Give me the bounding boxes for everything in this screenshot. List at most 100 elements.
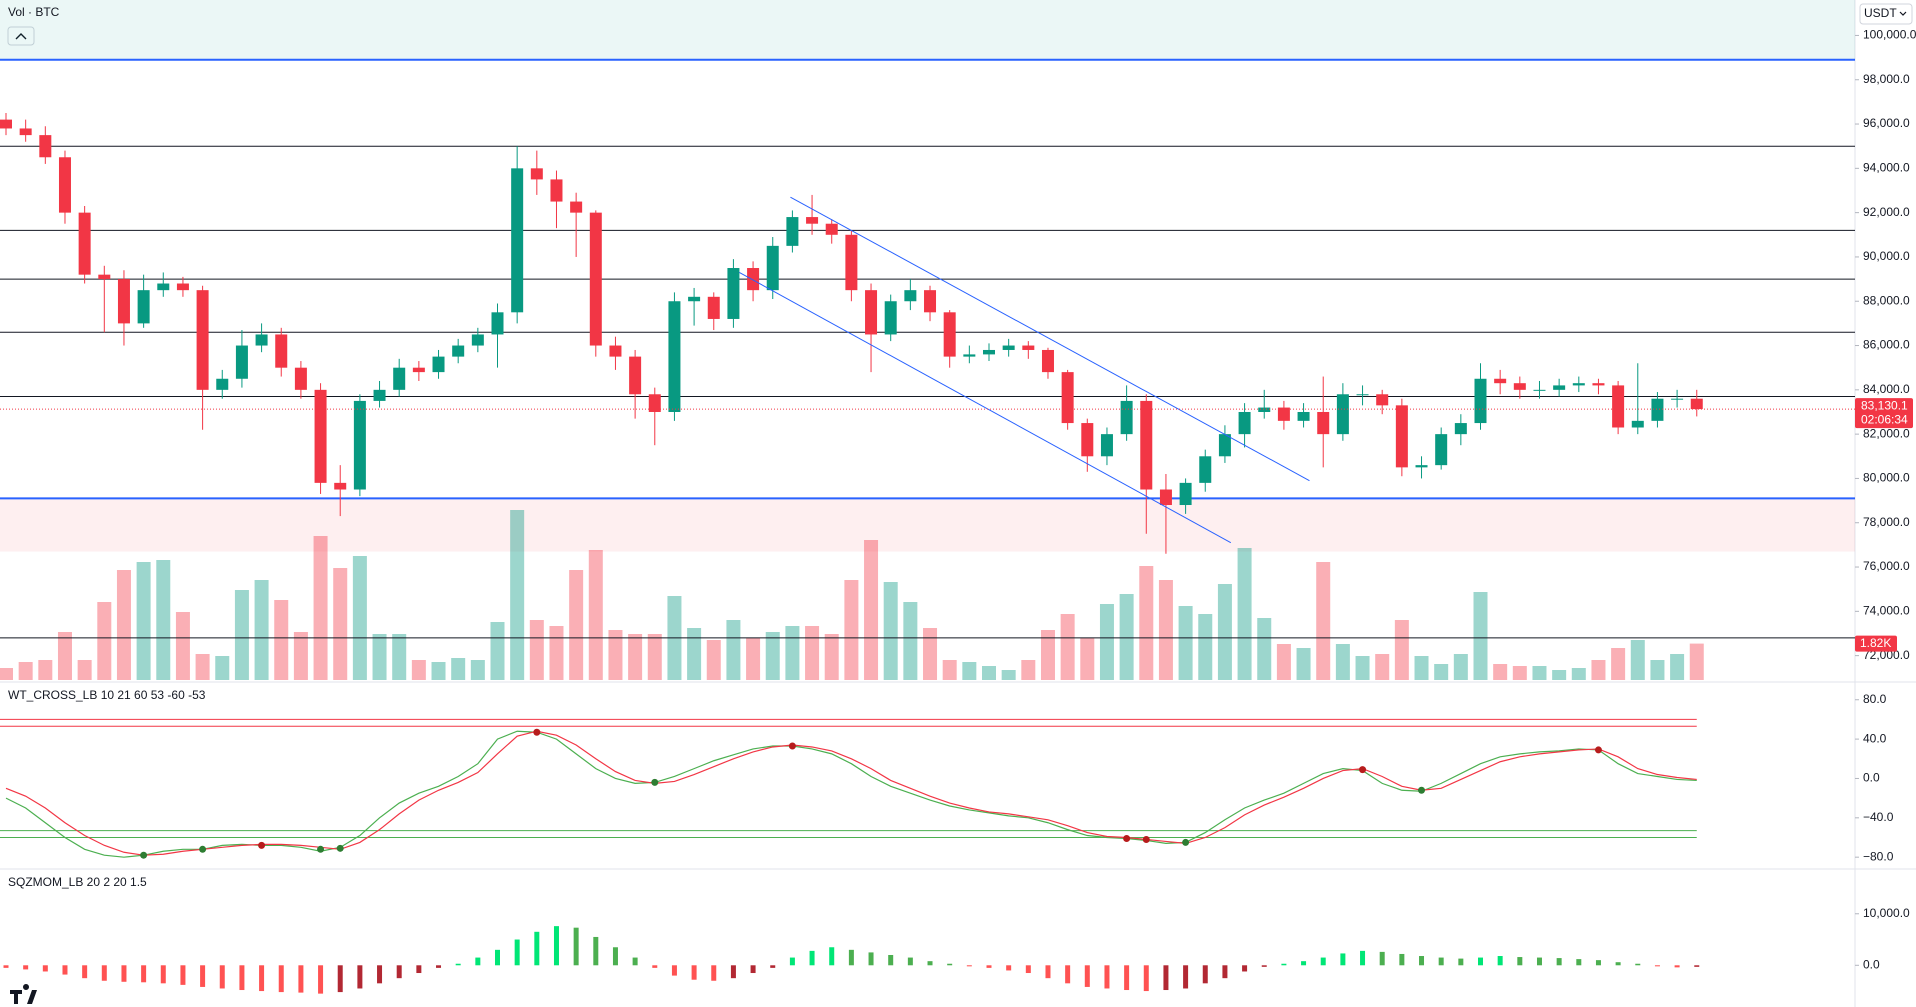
volume-bar bbox=[1650, 660, 1665, 680]
candle-body bbox=[1631, 420, 1644, 428]
momentum-bar bbox=[396, 965, 402, 979]
volume-bar bbox=[962, 662, 977, 680]
momentum-bar bbox=[436, 965, 442, 968]
volume-bar bbox=[1571, 668, 1586, 680]
momentum-bar bbox=[160, 965, 166, 984]
price-zone bbox=[0, 498, 1855, 552]
candle-body bbox=[511, 168, 524, 313]
candle-body bbox=[393, 367, 406, 390]
candle-body bbox=[98, 274, 111, 280]
volume-bar bbox=[116, 570, 131, 680]
volume-bar bbox=[864, 540, 879, 680]
volume-bar bbox=[1001, 670, 1016, 680]
momentum-bar bbox=[219, 965, 225, 989]
volume-bar bbox=[1080, 638, 1095, 680]
volume-bar bbox=[726, 620, 741, 680]
y-tick-label: 88,000.0 bbox=[1863, 293, 1910, 307]
currency-frame[interactable] bbox=[1859, 3, 1913, 25]
volume-bar bbox=[274, 600, 289, 680]
momentum-bar bbox=[1202, 965, 1208, 984]
momentum-bar bbox=[1045, 965, 1051, 979]
volume-bar bbox=[392, 634, 407, 680]
countdown-label: 02:06:34 bbox=[1861, 412, 1908, 426]
volume-bar bbox=[765, 632, 780, 680]
candle-body bbox=[235, 345, 248, 379]
momentum-bar bbox=[318, 965, 324, 994]
volume-bar bbox=[254, 580, 269, 680]
last-price-box bbox=[1855, 398, 1913, 429]
button-frame[interactable] bbox=[7, 26, 35, 46]
momentum-bar bbox=[1419, 956, 1425, 966]
volume-bar bbox=[195, 654, 210, 680]
momentum-bar bbox=[1340, 953, 1346, 966]
momentum-bar bbox=[416, 965, 422, 974]
candle-body bbox=[1140, 400, 1153, 490]
cross-dot bbox=[317, 845, 325, 853]
candle-body bbox=[766, 245, 779, 291]
volume-bar bbox=[470, 660, 485, 680]
momentum-bar bbox=[829, 947, 835, 966]
candle-body bbox=[629, 356, 642, 395]
y-tick-label: 74,000.0 bbox=[1863, 604, 1910, 618]
volume-bar bbox=[97, 602, 112, 680]
cross-dot bbox=[651, 778, 659, 786]
candle-body bbox=[1415, 465, 1428, 468]
volume-bar bbox=[333, 568, 348, 680]
momentum-bar bbox=[1576, 959, 1582, 966]
momentum-bar bbox=[1183, 965, 1189, 989]
cross-dot bbox=[1594, 746, 1602, 754]
volume-bar bbox=[431, 662, 446, 680]
momentum-bar bbox=[1379, 951, 1385, 966]
volume-bar bbox=[1552, 670, 1567, 680]
momentum-bar bbox=[377, 965, 383, 984]
momentum-bar bbox=[298, 965, 304, 993]
candle-body bbox=[1297, 411, 1310, 421]
candle-body bbox=[570, 201, 583, 213]
volume-bar bbox=[844, 580, 859, 680]
volume-bar bbox=[1257, 618, 1272, 680]
volume-bar bbox=[1158, 580, 1173, 680]
volume-bar bbox=[1335, 644, 1350, 680]
candle-body bbox=[688, 296, 701, 302]
candle-body bbox=[1376, 394, 1389, 406]
last-price-label: 83,130.1 bbox=[1861, 398, 1908, 412]
volume-bar bbox=[1611, 648, 1626, 680]
candle-body bbox=[0, 119, 12, 129]
candle-body bbox=[707, 296, 720, 319]
cross-dot bbox=[1142, 835, 1150, 843]
momentum-bar bbox=[259, 965, 265, 992]
candle-body bbox=[1671, 398, 1684, 400]
cross-dot bbox=[533, 728, 541, 736]
y-tick-label: 84,000.0 bbox=[1863, 382, 1910, 396]
candle-body bbox=[1022, 345, 1035, 350]
volume-bar bbox=[352, 556, 367, 680]
momentum-bar bbox=[239, 965, 245, 991]
candle-body bbox=[39, 135, 52, 158]
candle-body bbox=[137, 290, 150, 324]
currency-selector[interactable] bbox=[1859, 3, 1913, 25]
collapse-button[interactable] bbox=[7, 26, 35, 46]
candle-body bbox=[786, 217, 799, 246]
y-tick-label: 96,000.0 bbox=[1863, 116, 1910, 130]
momentum-bar bbox=[141, 965, 147, 983]
candle-body bbox=[530, 168, 543, 180]
momentum-bar bbox=[1399, 953, 1405, 966]
momentum-bar bbox=[966, 965, 972, 967]
candle-body bbox=[1061, 372, 1074, 424]
candle-body bbox=[1199, 456, 1212, 483]
momentum-bar bbox=[42, 965, 48, 972]
volume-label-box bbox=[1855, 635, 1897, 652]
volume-bar bbox=[942, 660, 957, 680]
volume-bar bbox=[706, 640, 721, 680]
volume-bar bbox=[1689, 643, 1704, 680]
volume-bar bbox=[824, 634, 839, 680]
volume-bar bbox=[1296, 648, 1311, 680]
candle-body bbox=[1474, 378, 1487, 424]
momentum-bar bbox=[180, 965, 186, 985]
momentum-bar bbox=[730, 965, 736, 979]
volume-bar bbox=[647, 634, 662, 680]
candle-body bbox=[452, 345, 465, 357]
candle-body bbox=[648, 394, 661, 412]
volume-bar bbox=[18, 662, 33, 680]
candle-body bbox=[1081, 423, 1094, 457]
